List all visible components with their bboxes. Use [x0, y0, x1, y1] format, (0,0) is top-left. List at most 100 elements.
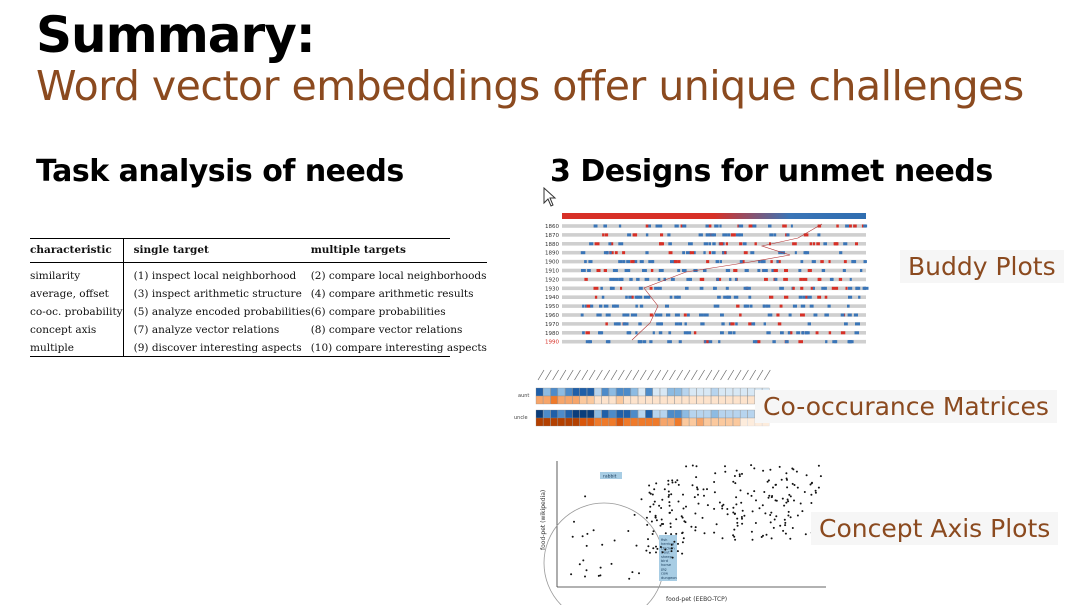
buddy-word-mark — [792, 304, 797, 308]
buddy-word-mark — [821, 286, 826, 290]
buddy-word-mark — [675, 313, 680, 317]
buddy-word-mark — [839, 251, 843, 255]
buddy-word-mark — [799, 277, 803, 281]
table-cell-single: (1) inspect local neighborhood — [133, 270, 297, 282]
buddy-word-mark — [851, 260, 857, 264]
buddy-word-mark — [677, 295, 681, 299]
buddy-word-mark — [606, 251, 609, 255]
concept-data-point — [635, 544, 638, 547]
cooc-cell-uncle-blue — [565, 409, 573, 419]
buddy-word-mark — [732, 331, 736, 335]
table-cell-single: (5) analyze encoded probabilities — [133, 306, 311, 318]
buddy-word-mark — [853, 313, 858, 317]
concept-data-point — [762, 534, 764, 537]
buddy-word-mark — [663, 277, 666, 281]
cooc-cell-uncle-orange — [725, 417, 733, 427]
buddy-word-mark — [716, 277, 719, 281]
cooc-cell-uncle-orange — [579, 417, 587, 427]
cooc-cell-aunt-orange — [674, 395, 682, 405]
concept-data-point — [661, 551, 664, 554]
buddy-word-mark — [847, 286, 853, 290]
buddy-word-mark — [834, 242, 837, 246]
cooc-column-header-mark — [639, 369, 647, 381]
buddy-word-mark — [602, 233, 605, 237]
concept-data-point — [693, 496, 696, 499]
cooc-cell-uncle-orange — [623, 417, 631, 427]
cooc-column-header-mark — [544, 369, 552, 381]
cooc-column-header-mark — [756, 369, 764, 381]
buddy-word-mark — [689, 251, 695, 255]
buddy-word-mark — [739, 313, 742, 317]
buddy-word-mark — [802, 277, 808, 281]
concept-x-label: food-pet (EEBO-TCP) — [666, 596, 727, 603]
buddy-row-track — [562, 259, 866, 264]
concept-data-point — [754, 522, 757, 524]
concept-data-point — [668, 501, 671, 504]
concept-data-point — [671, 479, 674, 482]
cooc-cell-uncle-blue — [747, 409, 755, 419]
concept-data-point — [649, 505, 652, 508]
buddy-word-mark — [809, 242, 813, 246]
concept-data-point — [810, 493, 813, 496]
buddy-word-mark — [688, 242, 693, 246]
buddy-word-mark — [774, 277, 778, 281]
cooc-cell-aunt-blue — [718, 387, 726, 397]
concept-data-point — [750, 464, 753, 467]
concept-data-point — [653, 488, 656, 491]
cooc-cell-aunt-orange — [718, 395, 726, 405]
buddy-word-mark — [784, 295, 789, 299]
cooc-column-header-mark — [734, 369, 742, 381]
buddy-word-mark — [802, 295, 806, 299]
buddy-word-mark — [800, 260, 804, 264]
buddy-word-mark — [584, 304, 587, 308]
buddy-word-mark — [649, 286, 653, 290]
concept-data-point — [703, 494, 705, 497]
concept-data-point — [647, 545, 650, 548]
concept-data-point — [648, 491, 651, 494]
buddy-word-mark — [848, 224, 852, 228]
concept-cluster-box — [659, 535, 677, 581]
concept-data-point — [671, 481, 674, 484]
buddy-word-mark — [858, 295, 861, 299]
concept-data-point — [671, 509, 673, 512]
cooc-cell-uncle-blue — [550, 409, 558, 419]
cooc-cell-uncle-blue — [703, 409, 712, 419]
cooc-cell-uncle-orange — [572, 417, 580, 427]
concept-data-point — [785, 472, 788, 475]
concept-data-point — [584, 575, 586, 578]
buddy-word-mark — [807, 269, 812, 272]
buddy-word-mark — [832, 340, 837, 344]
concept-data-point — [809, 483, 812, 486]
buddy-word-mark — [831, 286, 837, 290]
buddy-word-mark — [657, 277, 661, 281]
buddy-year-label: 1950 — [545, 304, 559, 310]
buddy-word-mark — [739, 260, 743, 264]
buddy-word-mark — [628, 295, 633, 299]
concept-data-point — [732, 511, 735, 514]
table-cell-multiple: (6) compare probabilities — [310, 306, 446, 318]
buddy-word-mark — [805, 295, 808, 299]
buddy-word-mark — [855, 322, 860, 326]
cooc-cell-uncle-blue — [667, 409, 675, 419]
cooc-cell-aunt-blue — [747, 387, 755, 397]
buddy-word-mark — [585, 331, 590, 335]
buddy-word-mark — [863, 286, 869, 290]
buddy-word-mark — [718, 340, 721, 344]
buddy-word-mark — [754, 242, 757, 246]
buddy-word-mark — [622, 260, 626, 264]
buddy-word-mark — [824, 286, 827, 290]
cooc-cell-aunt-blue — [711, 387, 719, 397]
cooc-column-header-mark — [537, 369, 545, 381]
cooc-cell-uncle-blue — [630, 409, 639, 419]
buddy-word-mark — [704, 340, 707, 344]
concept-data-point — [785, 477, 788, 480]
concept-data-point — [649, 510, 651, 513]
concept-data-point — [789, 537, 792, 540]
buddy-word-mark — [845, 286, 848, 290]
buddy-year-label: 1890 — [545, 251, 559, 257]
concept-data-point — [652, 503, 655, 506]
concept-data-point — [786, 498, 789, 501]
concept-data-point — [655, 545, 657, 548]
buddy-word-mark — [618, 260, 623, 264]
buddy-word-mark — [798, 295, 803, 299]
